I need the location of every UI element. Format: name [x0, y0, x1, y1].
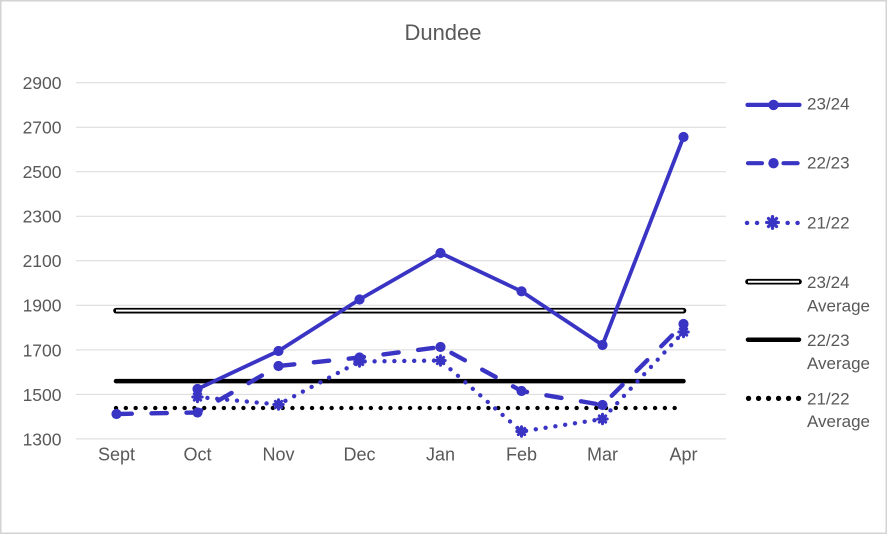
- svg-text:Dundee: Dundee: [404, 20, 481, 45]
- svg-text:Average: Average: [807, 297, 870, 316]
- svg-text:2500: 2500: [23, 162, 62, 182]
- svg-text:2900: 2900: [23, 73, 62, 93]
- svg-text:1900: 1900: [23, 296, 62, 316]
- svg-text:Sept: Sept: [98, 445, 135, 465]
- svg-text:Nov: Nov: [262, 445, 294, 465]
- svg-text:2100: 2100: [23, 251, 62, 271]
- svg-text:Average: Average: [807, 412, 870, 431]
- svg-text:Dec: Dec: [343, 445, 375, 465]
- svg-text:1300: 1300: [23, 429, 62, 449]
- svg-text:Oct: Oct: [183, 445, 211, 465]
- svg-text:22/23: 22/23: [807, 154, 850, 173]
- svg-text:21/22: 21/22: [807, 213, 850, 232]
- svg-text:1500: 1500: [23, 385, 62, 405]
- svg-text:2300: 2300: [23, 207, 62, 227]
- svg-text:Average: Average: [807, 354, 870, 373]
- svg-text:1700: 1700: [23, 340, 62, 360]
- svg-text:Jan: Jan: [426, 445, 455, 465]
- svg-text:2700: 2700: [23, 118, 62, 138]
- svg-text:23/24: 23/24: [807, 95, 850, 114]
- svg-text:22/23: 22/23: [807, 331, 850, 350]
- svg-text:Mar: Mar: [587, 445, 618, 465]
- svg-text:Apr: Apr: [669, 445, 697, 465]
- svg-text:21/22: 21/22: [807, 389, 850, 408]
- svg-text:Feb: Feb: [506, 445, 537, 465]
- svg-text:23/24: 23/24: [807, 273, 850, 292]
